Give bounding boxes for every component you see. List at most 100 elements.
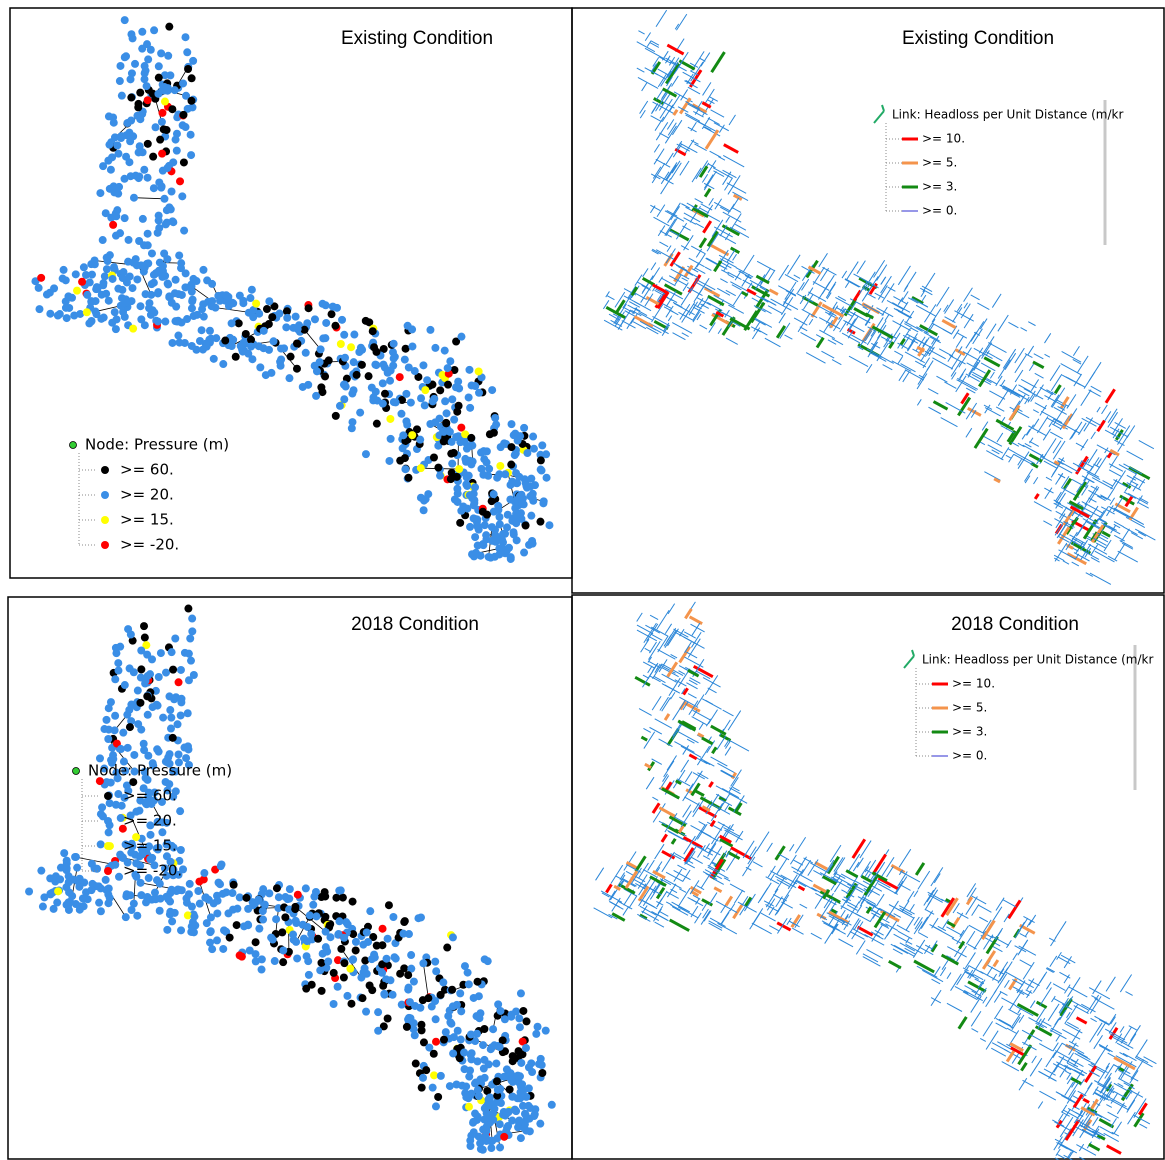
link [1130, 532, 1144, 540]
link [897, 297, 904, 305]
link [660, 178, 672, 195]
link [1082, 1097, 1090, 1104]
link [1066, 1052, 1075, 1064]
link [821, 350, 835, 359]
node [239, 299, 248, 308]
node [140, 767, 149, 776]
node [183, 709, 192, 718]
link [701, 101, 712, 109]
node [159, 713, 168, 722]
link [672, 262, 688, 271]
link [1083, 371, 1096, 389]
link [1066, 1090, 1076, 1104]
node [293, 890, 302, 899]
link [1030, 379, 1040, 392]
link [1092, 1130, 1097, 1137]
link [866, 293, 876, 299]
link [1028, 979, 1040, 987]
link [823, 322, 830, 333]
node [138, 27, 147, 36]
node [85, 278, 94, 287]
link [753, 321, 761, 332]
link [661, 50, 669, 61]
link [1054, 491, 1062, 502]
node [160, 249, 169, 258]
link [715, 310, 725, 318]
node [140, 75, 149, 84]
link [1125, 991, 1133, 996]
link [709, 96, 719, 102]
panel-title: Existing Condition [341, 28, 493, 49]
node [111, 711, 120, 720]
link [668, 56, 676, 66]
link [688, 783, 694, 791]
link [709, 150, 722, 158]
node [114, 284, 123, 293]
link [1096, 1133, 1106, 1141]
node [461, 430, 470, 439]
link [1089, 996, 1102, 1014]
link [723, 827, 740, 837]
link [898, 848, 912, 868]
link [820, 267, 830, 282]
link [995, 927, 1004, 939]
link [732, 786, 740, 792]
node [361, 956, 370, 965]
link [956, 965, 970, 986]
node [521, 521, 530, 530]
link [684, 656, 704, 668]
link [817, 305, 837, 317]
legend-label: >= 0. [922, 204, 957, 218]
link [650, 115, 662, 123]
link [707, 294, 725, 307]
link [1050, 373, 1063, 391]
node [347, 424, 356, 433]
node [143, 692, 152, 701]
node [518, 499, 527, 508]
link [611, 912, 626, 922]
link [784, 281, 797, 300]
node [469, 552, 478, 561]
link [818, 281, 831, 300]
link [679, 700, 687, 711]
link [969, 959, 983, 979]
node [293, 954, 302, 963]
link [972, 328, 983, 345]
node [509, 431, 518, 440]
node [389, 913, 398, 922]
link [667, 122, 677, 136]
node [128, 842, 137, 851]
link [757, 887, 769, 904]
link [720, 769, 735, 778]
node [184, 676, 193, 685]
node [143, 671, 152, 680]
link [1104, 1028, 1126, 1041]
node [303, 319, 312, 328]
node [111, 325, 120, 334]
node [528, 1068, 537, 1077]
node [102, 289, 111, 298]
link [881, 283, 895, 303]
link [960, 303, 971, 319]
node [183, 104, 192, 113]
link [1118, 1062, 1123, 1070]
link [1072, 1049, 1088, 1058]
node [129, 193, 138, 202]
link [981, 336, 995, 357]
node [522, 1017, 531, 1026]
link [670, 653, 678, 659]
link [621, 320, 636, 329]
node [62, 864, 71, 873]
link [797, 281, 805, 294]
link [956, 379, 977, 391]
node [464, 1102, 473, 1111]
node [367, 955, 376, 964]
node [176, 711, 185, 720]
link [1104, 388, 1116, 404]
node [536, 456, 545, 465]
link [998, 968, 1005, 977]
node [509, 514, 518, 523]
node [525, 1127, 534, 1136]
link [897, 909, 915, 919]
link [1121, 481, 1132, 489]
